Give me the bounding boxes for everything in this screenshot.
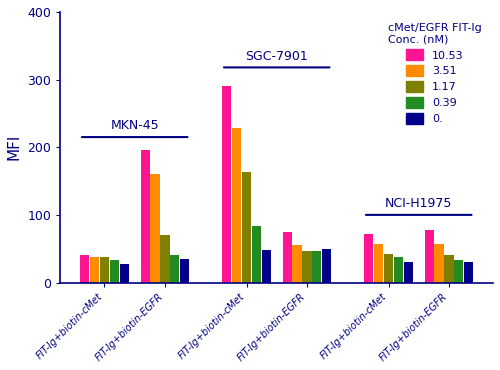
Bar <box>100 258 109 283</box>
Bar <box>170 255 179 283</box>
Y-axis label: MFI: MFI <box>7 134 22 161</box>
Bar <box>464 262 473 283</box>
Bar <box>394 257 403 283</box>
Text: MKN-45: MKN-45 <box>110 120 159 132</box>
Bar <box>444 255 454 283</box>
Bar <box>384 254 393 283</box>
Bar <box>110 259 119 283</box>
Bar <box>160 235 170 283</box>
Bar <box>180 259 190 283</box>
Text: NCI-H1975: NCI-H1975 <box>385 197 452 210</box>
Bar <box>424 230 434 283</box>
Bar <box>150 174 160 283</box>
Legend: 10.53, 3.51, 1.17, 0.39, 0.: 10.53, 3.51, 1.17, 0.39, 0. <box>382 17 488 130</box>
Bar <box>80 255 90 283</box>
Bar <box>120 264 129 283</box>
Bar <box>140 150 149 283</box>
Bar <box>312 251 322 283</box>
Bar <box>232 128 241 283</box>
Bar <box>292 245 302 283</box>
Bar <box>434 244 444 283</box>
Bar <box>90 257 99 283</box>
Bar <box>302 251 312 283</box>
Bar <box>322 249 332 283</box>
Bar <box>404 262 413 283</box>
Bar <box>242 172 251 283</box>
Bar <box>252 226 261 283</box>
Text: SGC-7901: SGC-7901 <box>246 50 308 63</box>
Bar <box>364 234 374 283</box>
Bar <box>374 244 383 283</box>
Bar <box>222 86 232 283</box>
Bar <box>262 250 271 283</box>
Bar <box>282 232 292 283</box>
Bar <box>454 259 464 283</box>
